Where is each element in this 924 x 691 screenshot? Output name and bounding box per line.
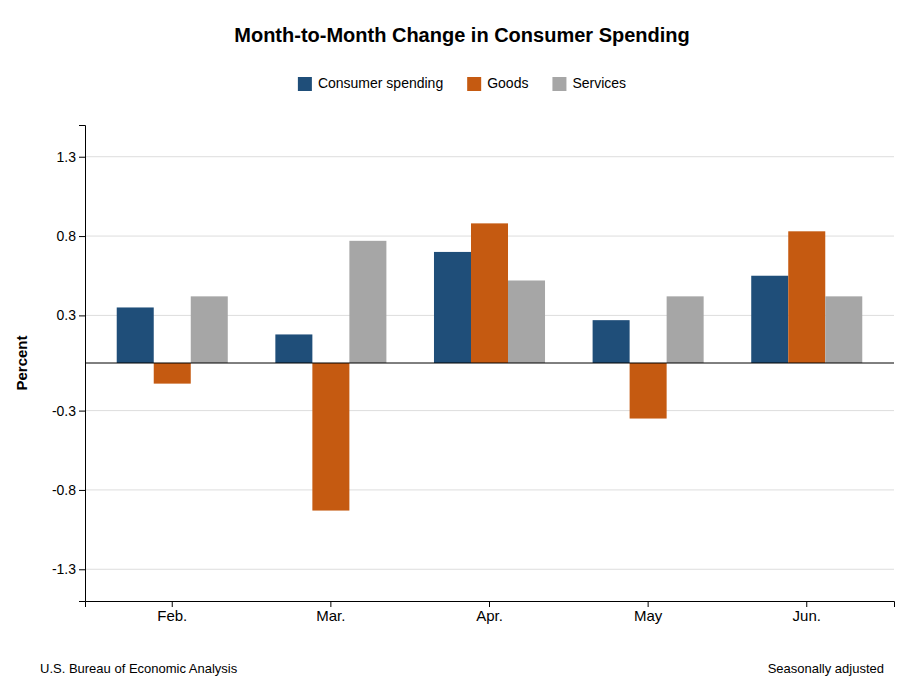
- y-tick-label: 0.8: [57, 228, 77, 244]
- x-tick: Feb.: [157, 601, 187, 624]
- bar: [593, 320, 630, 363]
- grid-line: [85, 410, 894, 411]
- y-tick-mark: [79, 236, 85, 237]
- footer-left: U.S. Bureau of Economic Analysis: [40, 661, 238, 676]
- y-axis: -1.3 -0.8 -0.3 0.3 0.8 1.3: [52, 126, 86, 602]
- x-tick-label: Mar.: [316, 607, 345, 624]
- zero-line: [85, 363, 894, 364]
- y-tick-mark: [79, 157, 85, 158]
- y-axis-title: Percent: [13, 335, 30, 390]
- y-tick: 0.3: [57, 307, 85, 323]
- grid-line: [85, 489, 894, 490]
- legend-label: Goods: [487, 75, 528, 91]
- legend-swatch: [298, 77, 312, 91]
- bar: [471, 223, 508, 363]
- bar: [117, 307, 154, 363]
- bar: [349, 241, 386, 363]
- bar: [788, 231, 825, 363]
- y-tick-label: -0.8: [52, 482, 76, 498]
- x-tick-label: Jun.: [793, 607, 821, 624]
- bar: [825, 296, 862, 363]
- bar: [667, 296, 704, 363]
- y-tick-label: -1.3: [52, 561, 76, 577]
- y-tick-label: -0.3: [52, 403, 76, 419]
- title: Month-to-Month Change in Consumer Spendi…: [234, 24, 690, 46]
- bar-series: [191, 241, 863, 363]
- y-tick-label: 1.3: [57, 149, 77, 165]
- bars: [117, 223, 863, 510]
- y-tick: 0.8: [57, 228, 85, 244]
- bar: [312, 363, 349, 511]
- y-tick-mark: [79, 569, 85, 570]
- x-tick: Apr.: [476, 601, 503, 624]
- y-tick: -0.8: [52, 482, 85, 498]
- bar: [508, 280, 545, 363]
- legend: Consumer spending Goods Services: [298, 75, 626, 91]
- grid: [85, 157, 894, 570]
- x-tick: May: [634, 601, 663, 624]
- x-axis: Feb. Mar. Apr. May Jun.: [86, 601, 895, 624]
- x-tick: Jun.: [793, 601, 821, 624]
- y-tick: -1.3: [52, 561, 85, 577]
- legend-item: Consumer spending: [298, 75, 443, 91]
- y-axis-line: [79, 126, 86, 602]
- chart: Month-to-Month Change in Consumer Spendi…: [0, 0, 924, 691]
- x-tick-label: May: [634, 607, 663, 624]
- plot: -1.3 -0.8 -0.3 0.3 0.8 1.3 Feb. Mar. Apr. May Jun.…: [13, 126, 895, 624]
- y-tick-mark: [79, 315, 85, 316]
- bar: [751, 276, 788, 363]
- bar: [275, 334, 312, 363]
- x-tick-label: Apr.: [476, 607, 503, 624]
- bar-series: [117, 252, 789, 363]
- y-tick: -0.3: [52, 403, 85, 419]
- legend-item: Goods: [467, 75, 528, 91]
- x-tick-label: Feb.: [157, 607, 187, 624]
- footer-right: Seasonally adjusted: [768, 661, 884, 676]
- bar: [191, 296, 228, 363]
- legend-label: Consumer spending: [318, 75, 443, 91]
- bar: [434, 252, 471, 363]
- bar: [154, 363, 191, 384]
- bar-series: [154, 223, 826, 510]
- legend-label: Services: [572, 75, 626, 91]
- y-tick-label: 0.3: [57, 307, 77, 323]
- y-tick-mark: [79, 490, 85, 491]
- y-tick: 1.3: [57, 149, 85, 165]
- y-tick-mark: [79, 411, 85, 412]
- grid-line: [85, 156, 894, 157]
- legend-swatch: [467, 77, 481, 91]
- legend-item: Services: [552, 75, 626, 91]
- legend-swatch: [552, 77, 566, 91]
- grid-line: [85, 569, 894, 570]
- bar: [630, 363, 667, 419]
- x-tick: Mar.: [316, 601, 345, 624]
